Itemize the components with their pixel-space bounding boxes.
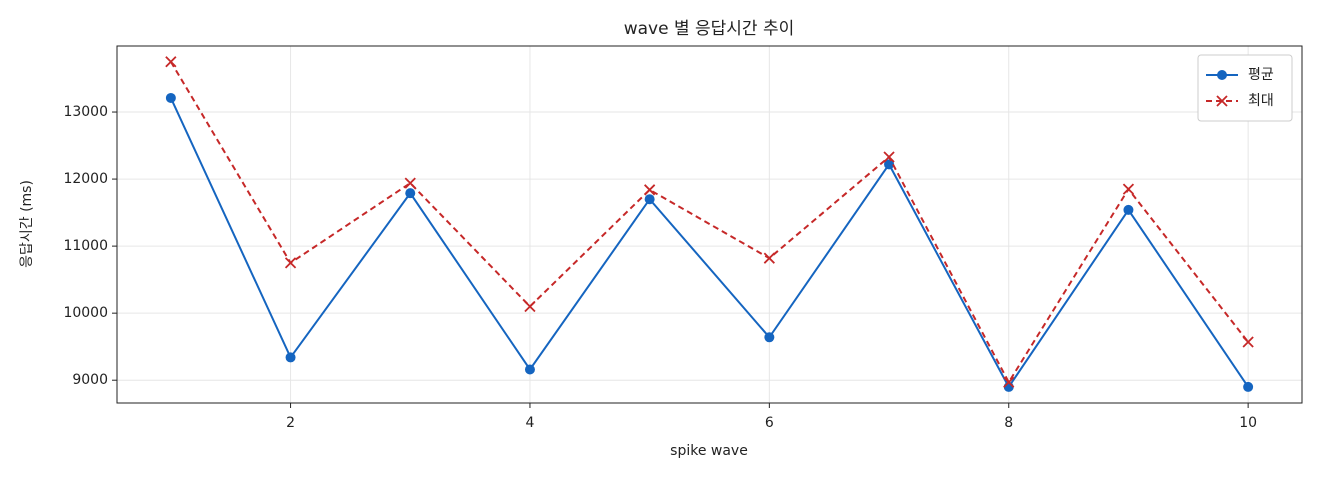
legend-marker: [1216, 95, 1228, 107]
series-line: [170, 61, 1249, 385]
y-tick-label: 10000: [63, 305, 108, 321]
y-tick-label: 13000: [63, 104, 108, 120]
marker: [1123, 204, 1134, 215]
legend-box: [1197, 54, 1293, 122]
marker: [883, 151, 895, 163]
x-tick-label: 8: [1004, 415, 1013, 431]
marker: [1242, 336, 1254, 348]
marker: [1003, 376, 1015, 388]
series-line: [169, 97, 1249, 389]
x-tick-label: 10: [1239, 415, 1257, 431]
x-tick-label: 6: [765, 415, 774, 431]
x-tick-label: 2: [286, 415, 295, 431]
x-axis-label: spike wave: [670, 443, 748, 459]
x-tick-label: 4: [525, 415, 534, 431]
plot-frame: [116, 45, 1303, 404]
marker: [404, 177, 416, 189]
marker: [524, 364, 535, 375]
marker: [405, 188, 416, 199]
legend-label: 최대: [1248, 93, 1274, 109]
legend-label: 평균: [1248, 67, 1274, 83]
y-tick-label: 11000: [63, 238, 108, 254]
marker: [644, 194, 655, 205]
marker: [165, 56, 177, 68]
marker: [644, 184, 656, 196]
marker: [284, 257, 297, 269]
marker: [1122, 183, 1135, 195]
marker: [764, 332, 775, 343]
marker: [1243, 381, 1254, 392]
y-axis-label: 응답시간 (ms): [19, 180, 35, 268]
y-tick-label: 9000: [72, 372, 108, 388]
y-tick-label: 12000: [63, 171, 108, 187]
marker: [884, 159, 895, 170]
marker: [763, 252, 775, 264]
marker: [285, 352, 296, 363]
marker: [524, 300, 536, 313]
marker: [165, 92, 176, 103]
chart-title: wave 별 응답시간 추이: [624, 19, 795, 39]
legend-marker: [1217, 70, 1227, 80]
